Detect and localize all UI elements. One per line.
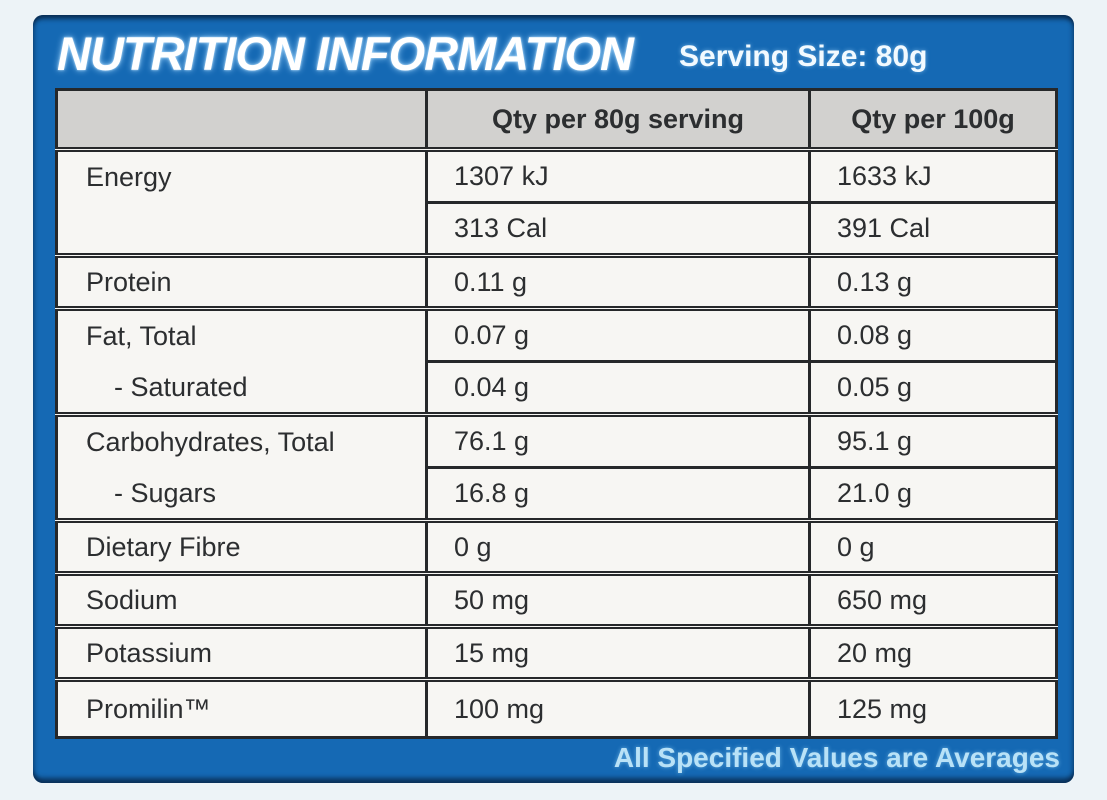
nutrient-label: Protein <box>56 253 427 309</box>
qty-80g-value: 50 mg <box>425 571 810 627</box>
nutrition-label-panel: NUTRITION INFORMATION Serving Size: 80g … <box>33 15 1074 783</box>
table-row: 313 Cal 391 Cal <box>57 201 1057 256</box>
table-row: Energy 1307 kJ 1633 kJ <box>56 147 1057 203</box>
qty-80g-value: 1307 kJ <box>425 147 810 203</box>
qty-100g-value: 391 Cal <box>808 201 1057 256</box>
qty-80g-value: 15 mg <box>425 624 810 680</box>
nutrient-label: Sodium <box>56 571 427 627</box>
column-header-qty-per-80g-serving: Qty per 80g serving <box>425 89 810 153</box>
qty-100g-value: 21.0 g <box>808 466 1057 521</box>
label-header: NUTRITION INFORMATION Serving Size: 80g <box>33 15 1074 88</box>
table-row: - Sugars 16.8 g 21.0 g <box>57 466 1057 521</box>
table-row: Fat, Total 0.07 g 0.08 g <box>56 306 1057 362</box>
column-header-qty-per-100g: Qty per 100g <box>808 89 1057 153</box>
qty-80g-value: 0.11 g <box>425 253 810 309</box>
nutrition-information-title: NUTRITION INFORMATION <box>57 27 634 81</box>
nutrient-label: Promilin™ <box>56 677 427 738</box>
table-row: Protein 0.11 g 0.13 g <box>56 253 1057 309</box>
qty-80g-value: 0 g <box>425 518 810 574</box>
qty-80g-value: 76.1 g <box>425 412 810 468</box>
table-row: Sodium 50 mg 650 mg <box>56 571 1057 627</box>
table-row: Potassium 15 mg 20 mg <box>56 624 1057 680</box>
qty-80g-value: 313 Cal <box>425 201 810 256</box>
nutrient-label: - Saturated <box>114 371 248 402</box>
serving-size-text: Serving Size: 80g <box>679 39 928 73</box>
averages-disclaimer-text: All Specified Values are Averages <box>613 742 1060 774</box>
qty-100g-value: 0.05 g <box>808 360 1057 415</box>
qty-80g-value: 100 mg <box>425 677 810 738</box>
table-row: - Saturated 0.04 g 0.05 g <box>57 360 1057 415</box>
qty-100g-value: 1633 kJ <box>808 147 1057 203</box>
qty-80g-value: 0.04 g <box>425 360 810 415</box>
nutrient-label <box>57 203 427 256</box>
qty-100g-value: 0 g <box>808 518 1057 574</box>
nutrient-label: - Sugars <box>114 477 217 508</box>
qty-80g-value: 0.07 g <box>425 306 810 362</box>
qty-80g-value: 16.8 g <box>425 466 810 521</box>
nutrient-label: Potassium <box>56 624 427 680</box>
nutrient-label: Dietary Fibre <box>56 518 427 574</box>
nutrition-table-body: Energy 1307 kJ 1633 kJ 313 Cal 391 Cal Protei… <box>56 147 1057 738</box>
qty-100g-value: 125 mg <box>808 677 1057 738</box>
table-wrap: Qty per 80g serving Qty per 100g Energy 1… <box>33 88 1074 740</box>
column-header-nutrient <box>56 89 427 153</box>
table-row: Promilin™ 100 mg 125 mg <box>56 677 1057 738</box>
nutrient-label: Fat, Total <box>56 306 427 362</box>
table-header-row: Qty per 80g serving Qty per 100g <box>56 89 1057 153</box>
qty-100g-value: 95.1 g <box>808 412 1057 468</box>
qty-100g-value: 20 mg <box>808 624 1057 680</box>
nutrient-label: Carbohydrates, Total <box>56 412 427 468</box>
qty-100g-value: 650 mg <box>808 571 1057 627</box>
label-footer: All Specified Values are Averages <box>33 739 1074 783</box>
table-row: Carbohydrates, Total 76.1 g 95.1 g <box>56 412 1057 468</box>
qty-100g-value: 0.08 g <box>808 306 1057 362</box>
nutrient-label: Energy <box>56 147 427 203</box>
nutrition-table: Qty per 80g serving Qty per 100g Energy 1… <box>55 88 1058 740</box>
qty-100g-value: 0.13 g <box>808 253 1057 309</box>
